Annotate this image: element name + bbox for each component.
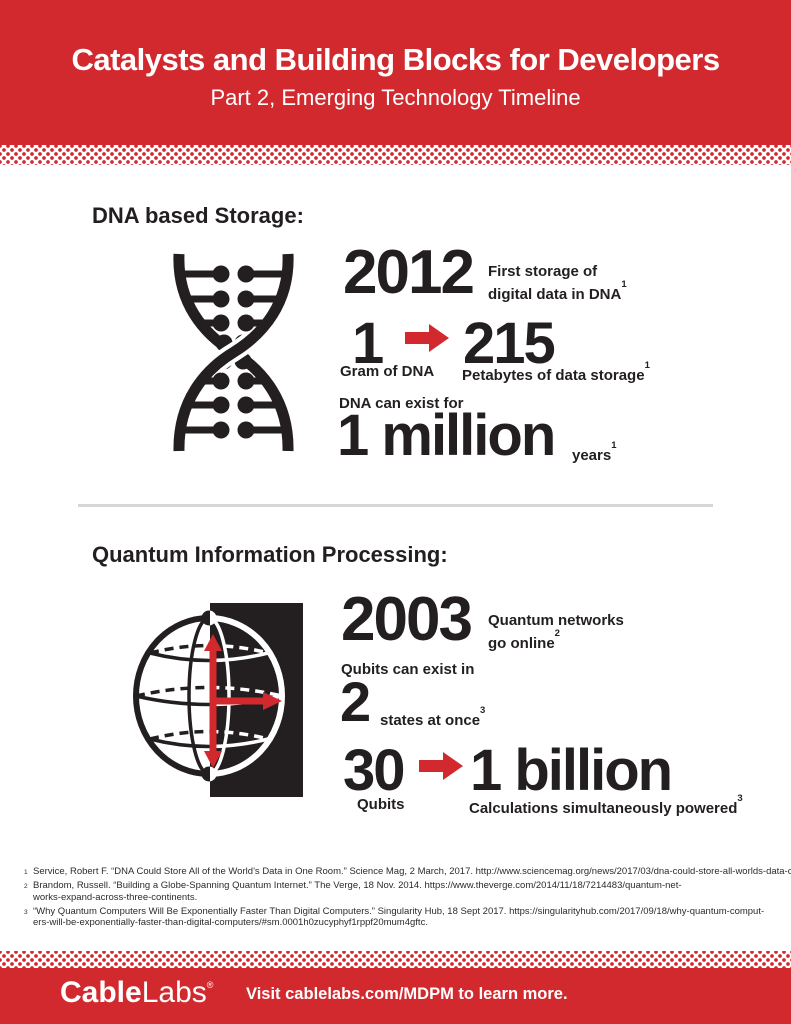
footnote-number: 3 — [24, 908, 28, 916]
footnote-number: 2 — [24, 883, 28, 890]
dna-from-value: 1 — [352, 311, 384, 376]
footnote-3: 3 “Why Quantum Computers Will Be Exponen… — [24, 905, 765, 929]
footnote-ref-1: 1 — [611, 440, 617, 451]
page-title: Catalysts and Building Blocks for Develo… — [71, 42, 720, 77]
dna-to-value: 215 — [463, 311, 556, 376]
registered-mark: ® — [206, 980, 214, 990]
footnote-ref-3: 3 — [480, 705, 486, 716]
quantum-section-heading: Quantum Information Processing: — [92, 542, 448, 567]
dna-section-heading: DNA based Storage: — [92, 203, 304, 228]
footnote-2: 2 Brandom, Russell. “Building a Globe-Sp… — [24, 880, 682, 903]
quantum-states-intro: Qubits can exist in — [341, 661, 475, 678]
bloch-sphere-icon — [131, 601, 303, 804]
dna-helix-icon — [146, 249, 321, 461]
footnote-ref-1: 1 — [644, 360, 650, 371]
dna-duration-value: 1 million — [337, 403, 556, 468]
dna-to-label: Petabytes of data storage1 — [462, 360, 650, 384]
halftone-band-bottom — [0, 951, 791, 968]
footnote-ref-3: 3 — [737, 793, 743, 804]
quantum-states-value: 2 — [340, 670, 371, 733]
quantum-from-label: Qubits — [357, 796, 405, 813]
state-arrows — [204, 634, 282, 768]
page-subtitle: Part 2, Emerging Technology Timeline — [210, 85, 581, 110]
dna-duration-intro: DNA can exist for — [339, 395, 464, 412]
footnote-1: 1 Service, Robert F. “DNA Could Store Al… — [24, 866, 791, 877]
dna-year-caption: First storage of digital data in DNA1 — [488, 263, 627, 303]
footer-tagline: Visit cablelabs.com/MDPM to learn more. — [246, 985, 568, 1003]
halftone-band-top — [0, 145, 791, 165]
quantum-to-value: 1 billion — [470, 738, 673, 803]
quantum-year-caption: Quantum networks go online2 — [488, 612, 624, 652]
footnote-number: 1 — [24, 869, 28, 876]
cablelabs-logo: CableLabs® — [60, 976, 214, 1009]
section-divider — [78, 504, 713, 507]
header-banner: Catalysts and Building Blocks for Develo… — [0, 0, 791, 145]
right-arrow-icon — [419, 750, 463, 787]
dna-from-label: Gram of DNA — [340, 363, 435, 380]
footnote-ref-2: 2 — [554, 628, 560, 639]
dna-year-value: 2012 — [343, 238, 475, 307]
quantum-year-value: 2003 — [341, 585, 473, 654]
footer-banner: CableLabs® Visit cablelabs.com/MDPM to l… — [0, 968, 791, 1024]
quantum-to-label: Calculations simultaneously powered3 — [469, 793, 743, 817]
quantum-from-value: 30 — [343, 738, 405, 803]
footnote-ref-1: 1 — [621, 279, 627, 290]
right-arrow-icon — [405, 322, 449, 359]
dna-duration-unit: years1 — [572, 440, 617, 464]
footnotes: 1 Service, Robert F. “DNA Could Store Al… — [24, 866, 791, 931]
quantum-states-unit: states at once3 — [380, 705, 486, 729]
